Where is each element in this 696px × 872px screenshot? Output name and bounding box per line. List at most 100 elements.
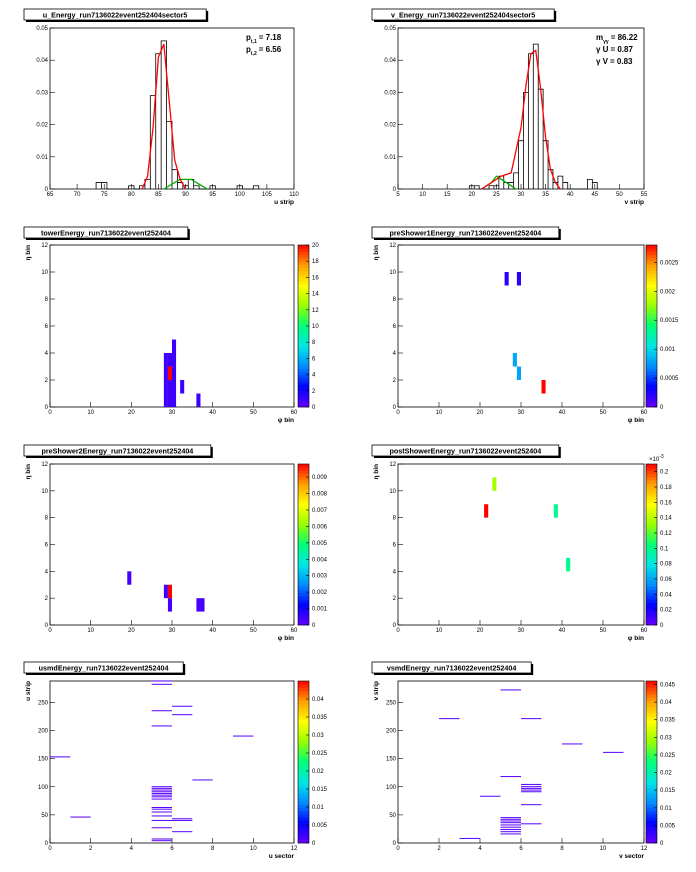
heatmap-strip — [151, 796, 172, 798]
heatmap-strip — [521, 718, 542, 720]
x-tick-label: 40 — [567, 192, 574, 198]
x-tick-label: 20 — [128, 410, 135, 416]
heatmap-cell — [516, 366, 521, 380]
colorbar-step — [298, 528, 309, 532]
colorbar-step — [646, 502, 657, 507]
colorbar-step — [298, 329, 309, 333]
y-tick-label: 4 — [393, 569, 397, 575]
colorbar-label: 0.035 — [660, 718, 676, 724]
y-axis-label: η bin — [373, 464, 380, 480]
x-tick-label: 12 — [291, 846, 298, 852]
heatmap-cell — [167, 393, 172, 407]
colorbar-step — [646, 326, 657, 330]
heatmap-cell — [484, 504, 489, 518]
colorbar-step — [298, 554, 309, 558]
histogram — [95, 40, 260, 190]
colorbar-step — [646, 400, 657, 405]
colorbar-step — [298, 706, 309, 711]
colorbar-step — [646, 267, 657, 272]
heatmap-strip — [500, 820, 521, 822]
chart-title: postShowerEnergy_run7136022event252404 — [389, 447, 541, 456]
heatmap-strip — [500, 828, 521, 830]
colorbar-label: 0.0015 — [660, 318, 679, 324]
colorbar-step — [646, 778, 657, 782]
colorbar-step — [646, 251, 657, 256]
colorbar-step — [646, 464, 657, 468]
colorbar-step — [298, 322, 309, 327]
colorbar-step — [298, 316, 309, 320]
y-tick-label: 6 — [393, 324, 397, 330]
heatmap-cell — [167, 380, 172, 394]
colorbar-step — [646, 283, 657, 288]
colorbar-step — [298, 800, 309, 805]
heatmap-strip — [151, 786, 172, 788]
y-tick-label: 10 — [389, 270, 396, 276]
heatmap-strip — [500, 824, 521, 826]
colorbar-step — [646, 762, 657, 766]
heatmap-strip — [521, 786, 542, 788]
colorbar-step — [646, 608, 657, 613]
colorbar-step — [298, 521, 309, 526]
heatmap-cell — [167, 598, 172, 612]
colorbar-step — [646, 483, 657, 487]
colorbar-label: 0.01 — [660, 806, 672, 812]
heatmap-cell — [172, 353, 177, 367]
chart-panel-5: preShower2Energy_run7136022event252404 0 1… — [23, 444, 328, 642]
colorbar-frame — [297, 463, 310, 626]
colorbar-step — [298, 368, 309, 372]
title-box — [23, 226, 189, 239]
x-tick-label: 0 — [48, 628, 52, 634]
colorbar-step — [298, 390, 309, 395]
x-tick-label: 60 — [291, 628, 298, 634]
chart-title: usmdEnergy_run7136022event252404 — [39, 664, 169, 673]
colorbar-step — [646, 794, 657, 798]
colorbar-step — [298, 596, 309, 600]
heatmap-strip — [192, 779, 213, 781]
colorbar-step — [298, 502, 309, 507]
heatmap-strip — [500, 689, 521, 691]
x-tick-label: 105 — [262, 192, 273, 198]
colorbar-step — [298, 293, 309, 298]
colorbar-step — [298, 319, 309, 324]
x-tick-label: 85 — [155, 192, 162, 198]
chart-panel-8: vsmdEnergy_run7136022event252404 0 2 4 6 8 10 1… — [371, 661, 676, 860]
colorbar-step — [298, 274, 309, 278]
colorbar-step — [646, 791, 657, 795]
colorbar-step — [646, 579, 657, 584]
colorbar-label: 0.06 — [660, 577, 672, 583]
colorbar-step — [298, 765, 309, 769]
colorbar-step — [298, 309, 309, 314]
colorbar-step — [646, 710, 657, 714]
y-axis-label: η bin — [373, 245, 380, 261]
x-tick-label: 0 — [396, 846, 400, 852]
x-tick-label: 2 — [89, 846, 93, 852]
title-box — [371, 661, 532, 674]
colorbar-step — [298, 697, 309, 701]
colorbar-step — [298, 280, 309, 285]
colorbar-step — [298, 736, 309, 740]
colorbar-step — [646, 839, 657, 844]
colorbar-label: 0.045 — [660, 683, 676, 689]
heatmap-cell — [172, 393, 177, 407]
colorbar-step — [646, 618, 657, 623]
heatmap-strip — [521, 823, 542, 825]
colorbar-step — [298, 358, 309, 362]
colorbar-step — [298, 813, 309, 818]
colorbar-step — [646, 586, 657, 590]
colorbar-step — [298, 589, 309, 594]
heatmap-strip — [151, 827, 172, 829]
colorbar-label: 0.08 — [660, 562, 672, 568]
colorbar-step — [298, 248, 309, 252]
heatmap-strip — [151, 789, 172, 791]
heatmap-strip — [562, 743, 583, 745]
colorbar-label: 0.001 — [660, 347, 676, 353]
y-axis-label: u strip — [25, 681, 32, 701]
colorbar-step — [646, 368, 657, 372]
y-tick-label: 100 — [386, 785, 397, 791]
colorbar-step — [298, 583, 309, 587]
colorbar-step — [646, 800, 657, 805]
colorbar-step — [646, 338, 657, 343]
colorbar-step — [298, 781, 309, 785]
colorbar-step — [298, 839, 309, 844]
y-tick-label: 250 — [386, 700, 397, 706]
